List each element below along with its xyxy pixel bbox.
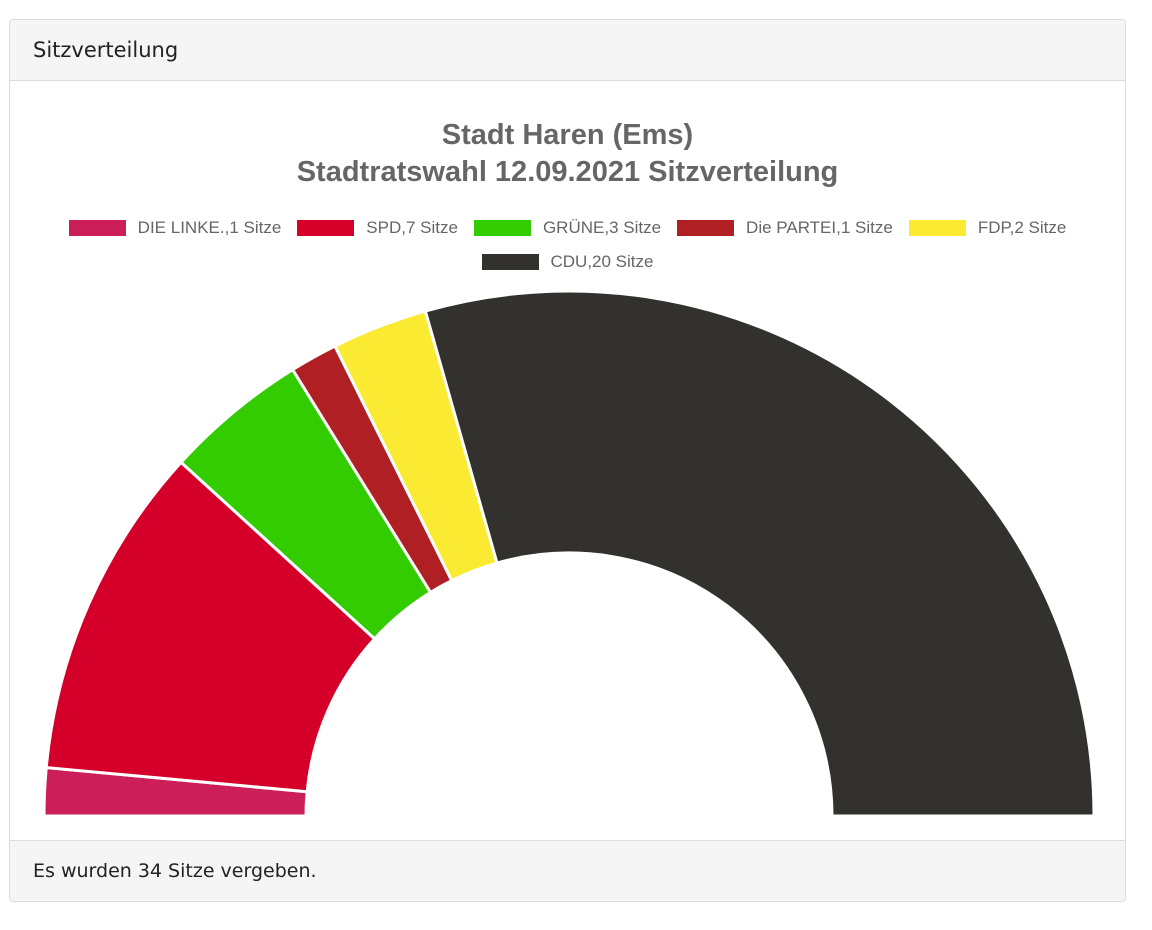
seat-chart-svg [42, 289, 1096, 818]
legend-label: CDU,20 Sitze [550, 252, 654, 271]
legend-label: FDP,2 Sitze [977, 218, 1067, 237]
card-title: Sitzverteilung [33, 38, 179, 62]
card-header: Sitzverteilung [10, 20, 1125, 81]
chart-title-line-2: Stadtratswahl 12.09.2021 Sitzverteilung [296, 156, 839, 188]
seat-distribution-card: Sitzverteilung Stadt Haren (Ems) Stadtra… [9, 19, 1126, 902]
legend-swatch [473, 220, 531, 236]
chart-title-line-1: Stadt Haren (Ems) [441, 119, 694, 151]
legend-swatch [481, 254, 539, 270]
seat-summary: Es wurden 34 Sitze vergeben. [33, 860, 317, 882]
legend-label: Die PARTEI,1 Sitze [746, 218, 893, 237]
chart-container: Stadt Haren (Ems) Stadtratswahl 12.09.20… [10, 81, 1125, 842]
legend-swatch [677, 220, 735, 236]
seat-segment-cdu[interactable] [423, 289, 1096, 818]
chart-legend: DIE LINKE.,1 Sitze SPD,7 Sitze GRÜNE,3 Sit… [50, 217, 1085, 273]
legend-swatch [297, 220, 355, 236]
legend-item-spd[interactable]: SPD,7 Sitze [297, 217, 458, 239]
card-footer: Es wurden 34 Sitze vergeben. [10, 840, 1125, 901]
legend-swatch [68, 220, 126, 236]
legend-item-die-partei[interactable]: Die PARTEI,1 Sitze [677, 217, 893, 239]
legend-item-cdu[interactable]: CDU,20 Sitze [481, 251, 654, 273]
legend-item-die-linke[interactable]: DIE LINKE.,1 Sitze [68, 217, 282, 239]
legend-label: GRÜNE,3 Sitze [542, 218, 662, 237]
legend-label: DIE LINKE.,1 Sitze [137, 218, 282, 237]
chart-title: Stadt Haren (Ems) Stadtratswahl 12.09.20… [10, 117, 1125, 191]
legend-swatch [908, 220, 966, 236]
seat-segment-spd[interactable] [44, 460, 377, 794]
legend-label: SPD,7 Sitze [366, 218, 458, 237]
legend-item-fdp[interactable]: FDP,2 Sitze [908, 217, 1067, 239]
legend-item-gr-ne[interactable]: GRÜNE,3 Sitze [473, 217, 662, 239]
